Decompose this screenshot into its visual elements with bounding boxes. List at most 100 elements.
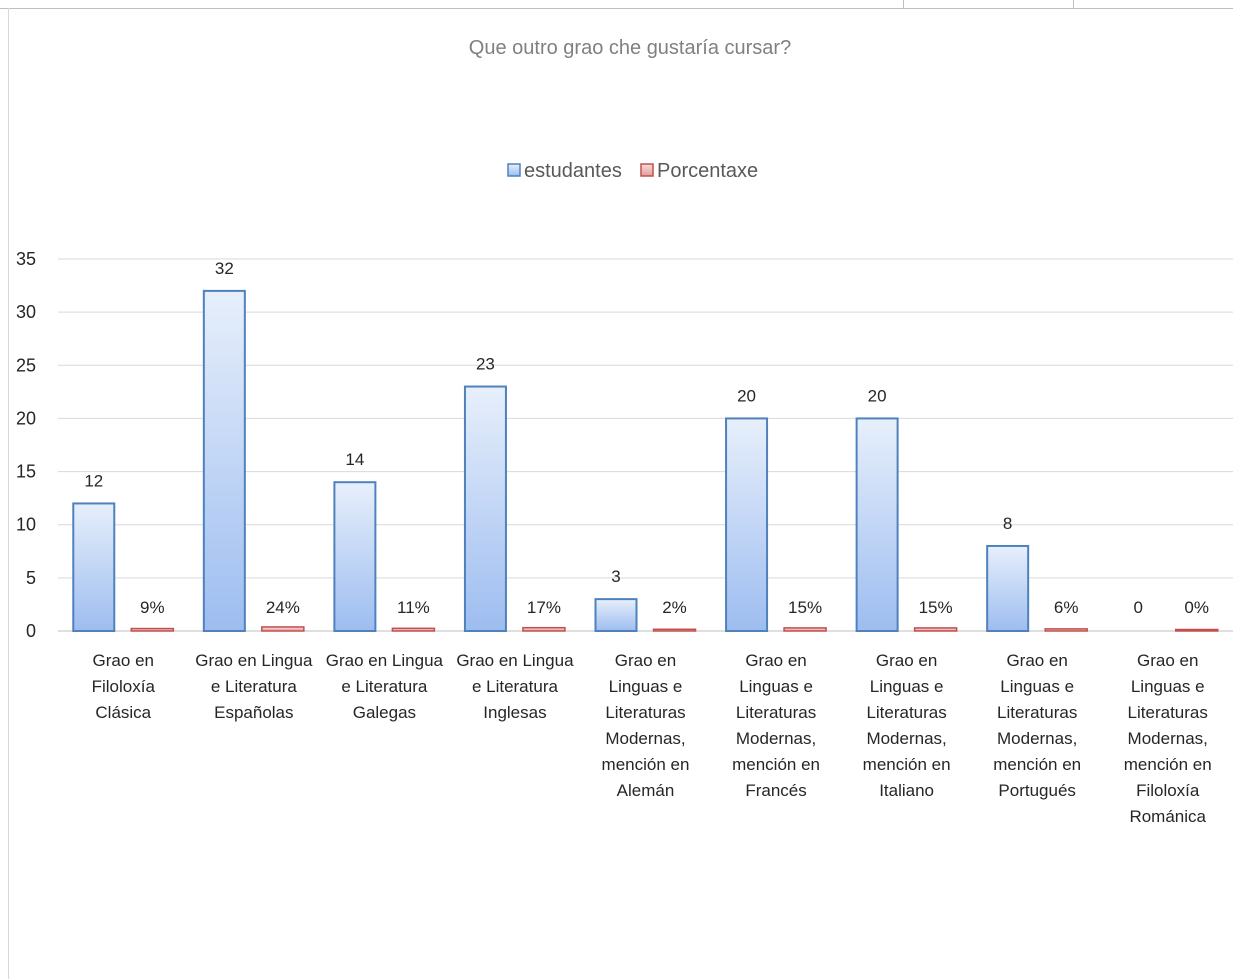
x-category-label: Grao en xyxy=(1137,651,1198,670)
x-category-label: Grao en xyxy=(615,651,676,670)
x-category-label: Grao en xyxy=(1006,651,1067,670)
legend: estudantes Porcentaxe xyxy=(507,160,758,182)
x-category-label: Españolas xyxy=(214,703,293,722)
y-tick-label: 25 xyxy=(16,355,36,375)
data-label-porcentaxe: 24% xyxy=(266,598,300,617)
x-category-label: Galegas xyxy=(353,703,416,722)
y-axis-ticks: 0 5 10 15 20 25 30 35 xyxy=(16,249,36,641)
data-label-estudantes: 20 xyxy=(868,386,887,405)
x-category-label: Grao en xyxy=(876,651,937,670)
y-tick-label: 10 xyxy=(16,515,36,535)
legend-label-porcentaxe: Porcentaxe xyxy=(657,160,758,182)
bar-estudantes xyxy=(72,502,116,633)
data-label-estudantes: 20 xyxy=(737,386,756,405)
bar-estudantes xyxy=(986,544,1030,633)
data-label-estudantes: 32 xyxy=(215,259,234,278)
data-label-porcentaxe: 17% xyxy=(527,598,561,617)
x-category-label: Linguas e xyxy=(1131,677,1205,696)
bar-porcentaxe xyxy=(652,628,697,632)
bar-porcentaxe xyxy=(913,627,958,632)
category-labels: Grao en Filoloxía Clásica Grao en Lingua e L… xyxy=(92,651,1212,826)
x-category-label: Literaturas xyxy=(1128,703,1208,722)
y-gridlines xyxy=(58,258,1233,632)
bar-porcentaxe xyxy=(261,626,305,632)
x-category-label: Francés xyxy=(745,781,806,800)
x-category-label: Modernas, xyxy=(736,729,816,748)
data-label-porcentaxe: 15% xyxy=(919,598,953,617)
x-category-label: Alemán xyxy=(617,781,675,800)
x-category-label: Linguas e xyxy=(739,677,813,696)
x-category-label: Literaturas xyxy=(866,703,946,722)
bar-estudantes xyxy=(725,417,769,632)
x-category-label: mención en xyxy=(732,755,820,774)
bar-estudantes xyxy=(855,417,899,632)
x-category-label: Modernas, xyxy=(1128,729,1208,748)
x-category-label: Grao en Lingua xyxy=(456,651,574,670)
bar-estudantes xyxy=(463,385,507,632)
sheet-gridline-left xyxy=(8,8,9,979)
y-tick-label: 15 xyxy=(16,462,36,482)
bar-porcentaxe xyxy=(522,626,566,632)
bar-estudantes xyxy=(333,481,377,633)
x-category-label: Grao en xyxy=(93,651,154,670)
y-tick-label: 5 xyxy=(26,568,36,588)
x-category-label: Grao en Lingua xyxy=(326,651,444,670)
data-label-porcentaxe: 9% xyxy=(140,598,165,617)
x-category-label: Románica xyxy=(1129,807,1206,826)
x-category-label: Literaturas xyxy=(736,703,816,722)
x-category-label: Clásica xyxy=(95,703,151,722)
y-tick-label: 0 xyxy=(26,621,36,641)
data-label-porcentaxe: 15% xyxy=(788,598,822,617)
legend-swatch-porcentaxe xyxy=(640,163,654,177)
x-category-label: e Literatura xyxy=(472,677,559,696)
data-label-estudantes: 0 xyxy=(1133,598,1142,617)
data-label-porcentaxe: 11% xyxy=(397,598,430,617)
x-category-label: mención en xyxy=(993,755,1081,774)
data-label-estudantes: 23 xyxy=(476,355,495,374)
y-tick-label: 20 xyxy=(16,408,36,428)
data-labels: 12 9% 32 24% 14 11% 23 17% 3 2% 20 15% 20 15% 8 6% 0 0% xyxy=(84,259,1209,617)
x-category-label: Filoloxía xyxy=(92,677,156,696)
data-label-estudantes: 14 xyxy=(345,450,364,469)
legend-label-estudantes: estudantes xyxy=(524,160,622,182)
chart-title: Que outro grao che gustaría cursar? xyxy=(469,37,791,59)
bar-estudantes xyxy=(202,289,246,632)
x-category-label: mención en xyxy=(863,755,951,774)
x-category-label: e Literatura xyxy=(211,677,298,696)
x-category-label: Grao en Lingua xyxy=(195,651,313,670)
sheet-cell-divider xyxy=(1073,0,1074,8)
x-category-label: e Literatura xyxy=(341,677,428,696)
bar-porcentaxe xyxy=(783,627,827,632)
x-category-label: Literaturas xyxy=(605,703,685,722)
data-label-porcentaxe: 2% xyxy=(662,598,687,617)
x-category-label: Grao en xyxy=(745,651,806,670)
data-label-estudantes: 12 xyxy=(84,471,103,490)
bar-porcentaxe xyxy=(1174,628,1219,632)
sheet-gridline-top xyxy=(0,8,1233,9)
x-category-label: mención en xyxy=(1124,755,1212,774)
x-category-label: Inglesas xyxy=(483,703,546,722)
x-category-label: Linguas e xyxy=(1000,677,1074,696)
y-tick-label: 35 xyxy=(16,249,36,269)
bar-estudantes xyxy=(594,598,638,632)
sheet-cell-divider xyxy=(903,0,904,8)
bars xyxy=(72,289,1219,633)
data-label-porcentaxe: 0% xyxy=(1184,598,1209,617)
x-category-label: Modernas, xyxy=(605,729,685,748)
data-label-estudantes: 3 xyxy=(611,567,620,586)
data-label-estudantes: 8 xyxy=(1003,514,1012,533)
y-tick-label: 30 xyxy=(16,302,36,322)
x-category-label: Literaturas xyxy=(997,703,1077,722)
bar-porcentaxe xyxy=(1044,628,1088,632)
x-category-label: Linguas e xyxy=(609,677,683,696)
legend-swatch-estudantes xyxy=(507,163,521,177)
x-category-label: Portugués xyxy=(998,781,1076,800)
x-category-label: Modernas, xyxy=(866,729,946,748)
data-label-porcentaxe: 6% xyxy=(1054,598,1079,617)
bar-porcentaxe xyxy=(391,627,436,632)
bar-porcentaxe xyxy=(130,627,175,632)
x-category-label: Modernas, xyxy=(997,729,1077,748)
x-category-label: Linguas e xyxy=(870,677,944,696)
